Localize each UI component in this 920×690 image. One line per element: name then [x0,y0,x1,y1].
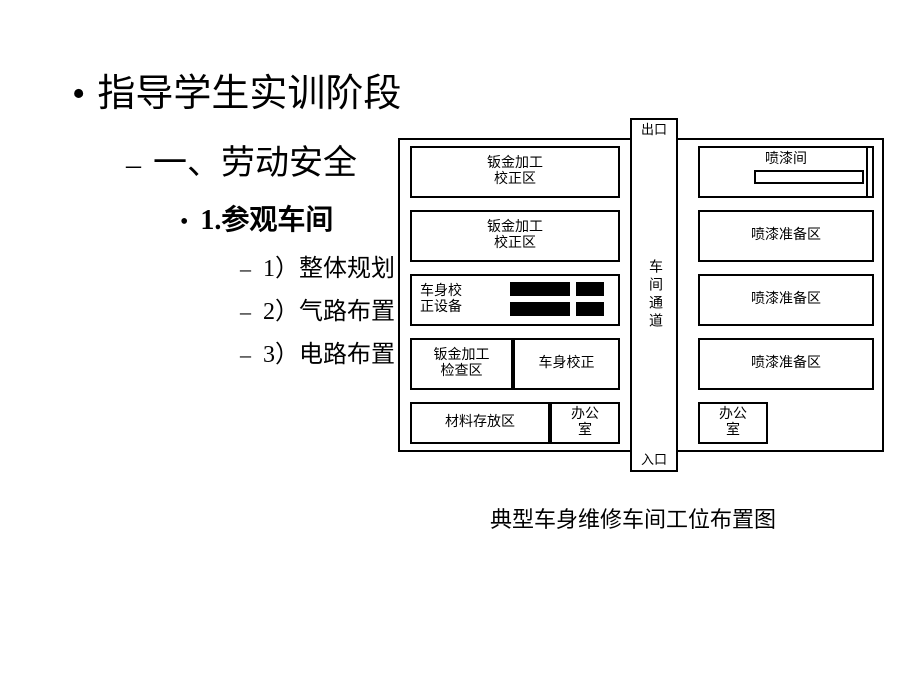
left-r2: 钣金加工 校正区 [410,210,620,262]
left-r1: 钣金加工 校正区 [410,146,620,198]
left-r4a: 钣金加工 检查区 [410,338,513,390]
outline-l3-text: 1.参观车间 [200,198,333,238]
equipment-box-3 [510,302,570,316]
left-r5b: 办公 室 [550,402,620,444]
corridor-left-line [630,138,632,452]
outline-l4b-text: 2）气路布置 [263,291,395,326]
corridor-label: 车间通道 [646,259,662,331]
outline-l4c-text: 3）电路布置 [263,334,395,369]
outline-l2-text: 一、劳动安全 [153,135,357,184]
diagram-caption: 典型车身维修车间工位布置图 [490,502,776,534]
paint-booth-inner [754,170,864,184]
right-r2: 喷漆准备区 [698,210,874,262]
right-r3: 喷漆准备区 [698,274,874,326]
outline-l4a-text: 1）整体规划 [263,248,395,283]
bullet-dot: • [180,209,188,236]
entrance-label: 入口 [630,450,678,472]
left-r4b: 车身校正 [513,338,620,390]
equipment-box-2 [576,282,604,296]
exit-label: 出口 [630,118,678,140]
right-r5: 办公 室 [698,402,768,444]
floorplan-diagram: 出口 入口 车间通道 钣金加工 校正区 钣金加工 校正区 车身校 正设备 钣金加… [398,118,884,472]
outline-l1: • 指导学生实训阶段 [72,62,920,117]
bullet-dash: – [240,342,251,368]
left-r3-label: 车身校 正设备 [420,284,462,316]
right-r4: 喷漆准备区 [698,338,874,390]
equipment-box-1 [510,282,570,296]
corridor: 车间通道 [630,138,678,452]
bullet-dot: • [72,72,85,116]
bullet-dash: – [126,148,141,182]
left-r5a: 材料存放区 [410,402,550,444]
bullet-dash: – [240,256,251,282]
equipment-box-4 [576,302,604,316]
outline-l1-text: 指导学生实训阶段 [97,62,401,117]
right-r1-divider [866,146,868,198]
right-r1-label: 喷漆间 [765,152,807,168]
corridor-right-line [676,138,678,452]
bullet-dash: – [240,299,251,325]
